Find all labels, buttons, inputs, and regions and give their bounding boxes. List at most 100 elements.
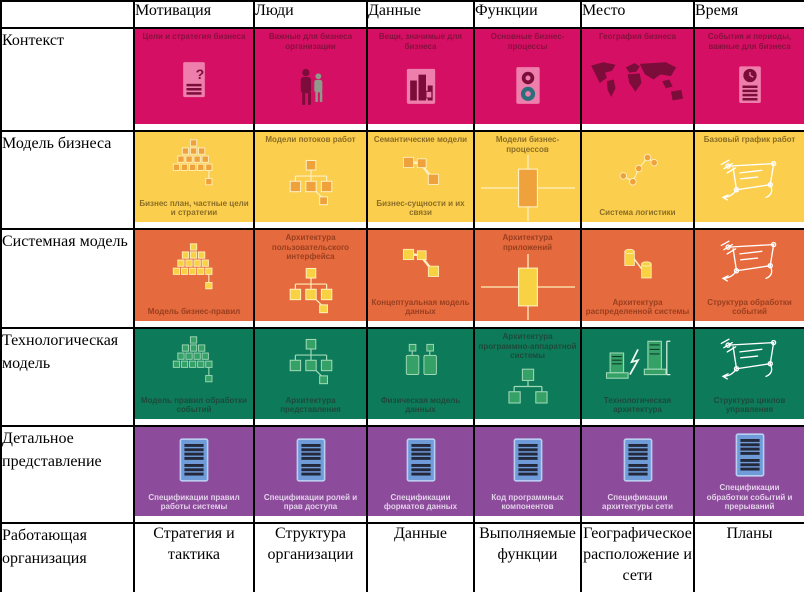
document-clock-icon xyxy=(723,63,777,113)
tile-technology-place: Технологическая архитектура xyxy=(583,330,692,419)
tile-technology-time: Структура циклов управления xyxy=(696,330,803,419)
tile-caption: Модель бизнес-правил xyxy=(147,307,241,317)
row-label-context: Контекст xyxy=(0,27,135,132)
tile-caption: Модель правил обработки событий xyxy=(140,395,248,415)
tile-business-time: Базовый график работ xyxy=(696,133,803,222)
corner-cell xyxy=(0,0,135,29)
column-header-place: Место xyxy=(580,0,695,29)
row-technology-model: Технологическая модель Модель правил обр… xyxy=(0,327,804,427)
tile-caption: Спецификации архитектуры сети xyxy=(602,492,673,512)
tile-business-people: Модели потоков работ xyxy=(256,133,365,222)
sketch-plan-icon xyxy=(711,237,789,291)
tile-caption: Код программных компонентов xyxy=(491,492,564,512)
spec-document-icon xyxy=(734,431,766,479)
tile-context-functions: Основные бизнес-процессы xyxy=(476,30,579,124)
row-label-business-model: Модель бизнеса xyxy=(0,130,135,230)
tile-detail-data: Спецификации форматов данных xyxy=(369,428,472,516)
tile-caption: Спецификации форматов данных xyxy=(383,492,458,512)
tile-system-data: Концептуальная модель данных xyxy=(369,231,472,321)
org-tree-icon xyxy=(282,336,340,388)
tile-caption: Архитектура пользовательского интерфейса xyxy=(271,233,350,262)
column-header-motivation: Мотивация xyxy=(133,0,255,29)
tile-system-time: Структура обработки событий xyxy=(696,231,803,321)
tile-caption: Модели потоков работ xyxy=(265,135,356,144)
footer-cell-place: Географическое расположение и сети xyxy=(580,522,695,592)
pyramid-icon xyxy=(165,335,223,389)
tile-business-functions: Модели бизнес-процессов xyxy=(476,133,579,222)
tile-caption: Архитектура программно-аппаратной систем… xyxy=(478,332,577,361)
spec-document-icon xyxy=(622,436,654,484)
tile-caption: Архитектура приложений xyxy=(502,233,553,252)
row-system-model: Системная модель Модель бизнес-правил Ар… xyxy=(0,228,804,329)
footer-cell-time: Планы xyxy=(693,522,804,592)
tile-caption: Система логистики xyxy=(599,208,676,218)
tile-technology-motivation: Модель правил обработки событий xyxy=(136,330,252,419)
tile-business-data: Семантические модели Бизнес-сущности и и… xyxy=(369,133,472,222)
sketch-plan-icon xyxy=(711,156,789,210)
row-label-system-model: Системная модель xyxy=(0,228,135,329)
tile-caption: Базовый график работ xyxy=(703,135,796,144)
linked-boxes-icon xyxy=(390,242,452,286)
process-cross-icon xyxy=(480,155,576,221)
org-tree-icon xyxy=(282,265,340,317)
tile-caption: Физическая модель данных xyxy=(380,395,461,415)
tile-technology-data: Физическая модель данных xyxy=(369,330,472,419)
footer-cell-people: Структура организации xyxy=(253,522,368,592)
business-things-icon xyxy=(394,63,448,113)
tile-technology-functions: Архитектура программно-аппаратной систем… xyxy=(476,330,579,419)
tile-context-time: События и периоды, важные для бизнеса xyxy=(696,30,803,124)
row-context: Контекст Цели и стратегия бизнеса Важные… xyxy=(0,27,804,132)
pyramid-icon xyxy=(165,138,223,192)
row-label-detailed-view: Детальное представление xyxy=(0,425,135,524)
tile-caption: Структура циклов управления xyxy=(713,395,786,415)
tile-caption: Спецификации обработки событий и прерыва… xyxy=(706,483,793,512)
row-label-working-organization: Работающая организация xyxy=(0,522,135,592)
tile-detail-time: Спецификации обработки событий и прерыва… xyxy=(696,428,803,516)
tile-caption: События и периоды, важные для бизнеса xyxy=(707,32,792,51)
tile-context-data: Вещи, значимые для бизнеса xyxy=(369,30,472,124)
cylinders-link-icon xyxy=(607,242,669,286)
tile-caption: Семантические модели xyxy=(373,135,468,144)
column-header-data: Данные xyxy=(366,0,475,29)
tile-caption: Бизнес план, частные цели и стратегии xyxy=(139,198,249,218)
computers-link-icon xyxy=(598,335,678,389)
tile-caption: Бизнес-сущности и их связи xyxy=(376,198,465,218)
tile-detail-people: Спецификации ролей и прав доступа xyxy=(256,428,365,516)
tile-caption: Технологическая архитектура xyxy=(603,395,672,415)
row-detailed-view: Детальное представление Спецификации пра… xyxy=(0,425,804,524)
tile-caption: Архитектура представления xyxy=(280,395,341,415)
tile-system-place: Архитектура распределенной системы xyxy=(583,231,692,321)
tile-caption: Вещи, значимые для бизнеса xyxy=(378,32,463,51)
tile-caption: Основные бизнес-процессы xyxy=(490,32,565,51)
column-header-functions: Функции xyxy=(473,0,582,29)
tile-detail-place: Спецификации архитектуры сети xyxy=(583,428,692,516)
footer-cell-motivation: Стратегия и тактика xyxy=(133,522,255,592)
tile-context-motivation: Цели и стратегия бизнеса xyxy=(136,30,252,124)
tile-system-people: Архитектура пользовательского интерфейса xyxy=(256,231,365,321)
tile-caption: Спецификации ролей и прав доступа xyxy=(263,492,358,512)
org-tree-icon xyxy=(282,157,340,209)
tile-caption: Важные для бизнеса организации xyxy=(268,32,353,51)
small-tree-icon xyxy=(499,364,557,416)
tile-caption: География бизнеса xyxy=(599,32,676,41)
tile-context-place: География бизнеса xyxy=(583,30,692,124)
column-header-people: Люди xyxy=(253,0,368,29)
row-business-model: Модель бизнеса Бизнес план, частные цели… xyxy=(0,130,804,230)
document-gears-icon xyxy=(501,63,555,113)
linked-boxes-icon xyxy=(390,150,452,194)
world-map-icon xyxy=(586,58,690,108)
tile-caption: Модели бизнес-процессов xyxy=(495,135,560,154)
tile-detail-functions: Код программных компонентов xyxy=(476,428,579,516)
sketch-plan-icon xyxy=(711,335,789,389)
row-working-organization: Работающая организация Стратегия и такти… xyxy=(0,522,804,592)
tile-caption: Цели и стратегия бизнеса xyxy=(142,32,246,41)
row-label-technology-model: Технологическая модель xyxy=(0,327,135,427)
network-nodes-icon xyxy=(607,148,669,192)
tile-caption: Структура обработки событий xyxy=(707,297,792,317)
process-cross-icon xyxy=(480,254,576,320)
spec-document-icon xyxy=(178,436,210,484)
tile-caption: Концептуальная модель данных xyxy=(371,297,470,317)
tile-system-functions: Архитектура приложений xyxy=(476,231,579,321)
